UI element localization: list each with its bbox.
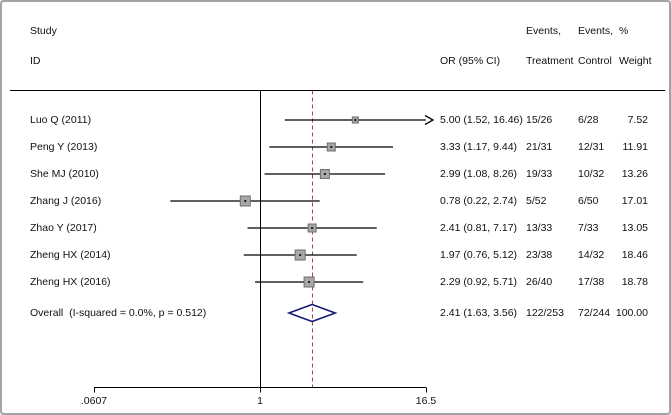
- effect-center-dot: [244, 200, 247, 202]
- or-ci-value: 5.00 (1.52, 16.46): [440, 114, 523, 126]
- header-events-2: Events,: [578, 25, 614, 37]
- study-row-label: Luo Q (2011): [30, 114, 92, 126]
- header-study: Study: [30, 25, 57, 37]
- study-row-label: Peng Y (2013): [30, 141, 98, 153]
- x-tick-label-null: 1: [257, 395, 263, 407]
- effect-square: [307, 223, 317, 233]
- weight-value: 7.52: [627, 114, 648, 126]
- study-row-label: Zheng HX (2014): [30, 249, 111, 261]
- ci-arrow-head: [424, 114, 435, 126]
- effect-center-dot: [354, 119, 357, 121]
- header-treatment: Treatment: [526, 55, 574, 67]
- x-tick-label-max: 16.5: [415, 395, 437, 407]
- study-row-label: Zhao Y (2017): [30, 222, 97, 234]
- events-treatment-value: 21/31: [526, 141, 553, 153]
- events-control-value: 7/33: [578, 222, 599, 234]
- effect-center-dot: [323, 173, 326, 175]
- header-events-1: Events,: [526, 25, 562, 37]
- or-ci-value: 0.78 (0.22, 2.74): [440, 195, 518, 207]
- or-ci-value: 1.97 (0.76, 5.12): [440, 249, 518, 261]
- weight-value: 18.46: [621, 249, 648, 261]
- x-tick-label-min: .0607: [80, 395, 108, 407]
- events-treatment-value: 5/52: [526, 195, 547, 207]
- overall-weight-value: 100.00: [615, 307, 648, 319]
- events-treatment-value: 26/40: [526, 276, 553, 288]
- weight-value: 13.05: [621, 222, 648, 234]
- study-row-label: Zheng HX (2016): [30, 276, 111, 288]
- weight-value: 17.01: [621, 195, 648, 207]
- or-ci-value: 2.99 (1.08, 8.26): [440, 168, 518, 180]
- overall-diamond: [286, 303, 338, 323]
- events-control-value: 14/32: [578, 249, 605, 261]
- header-weight: Weight: [619, 55, 652, 67]
- events-treatment-value: 23/38: [526, 249, 553, 261]
- header-id: ID: [30, 55, 41, 67]
- overall-events-treatment-value: 122/253: [526, 307, 564, 319]
- or-ci-value: 2.41 (0.81, 7.17): [440, 222, 518, 234]
- overall-or-ci-value: 2.41 (1.63, 3.56): [440, 307, 518, 319]
- study-row-label: Zhang J (2016): [30, 195, 102, 207]
- events-control-value: 10/32: [578, 168, 605, 180]
- events-control-value: 6/50: [578, 195, 599, 207]
- effect-square: [239, 195, 251, 207]
- effect-square: [326, 142, 336, 152]
- effect-center-dot: [330, 146, 333, 148]
- effect-center-dot: [308, 281, 311, 283]
- events-treatment-value: 13/33: [526, 222, 553, 234]
- weight-value: 11.91: [622, 141, 649, 153]
- effect-square: [319, 169, 330, 179]
- effect-center-dot: [311, 227, 314, 229]
- events-control-value: 6/28: [578, 114, 599, 126]
- effect-center-dot: [299, 254, 302, 256]
- weight-value: 13.26: [621, 168, 648, 180]
- header-or-ci: OR (95% CI): [440, 55, 501, 67]
- header-control: Control: [578, 55, 612, 67]
- events-treatment-value: 15/26: [526, 114, 553, 126]
- overall-events-control-value: 72/244: [578, 307, 611, 319]
- events-control-value: 17/38: [578, 276, 605, 288]
- overall-label: Overall (I-squared = 0.0%, p = 0.512): [30, 307, 207, 319]
- effect-square: [351, 116, 359, 124]
- or-ci-value: 3.33 (1.17, 9.44): [440, 141, 518, 153]
- weight-value: 18.78: [621, 276, 648, 288]
- header-percent: %: [619, 25, 629, 37]
- study-row-label: She MJ (2010): [30, 168, 99, 180]
- events-control-value: 12/31: [578, 141, 605, 153]
- or-ci-value: 2.29 (0.92, 5.71): [440, 276, 518, 288]
- effect-square: [294, 249, 306, 261]
- events-treatment-value: 19/33: [526, 168, 553, 180]
- effect-square: [303, 276, 315, 288]
